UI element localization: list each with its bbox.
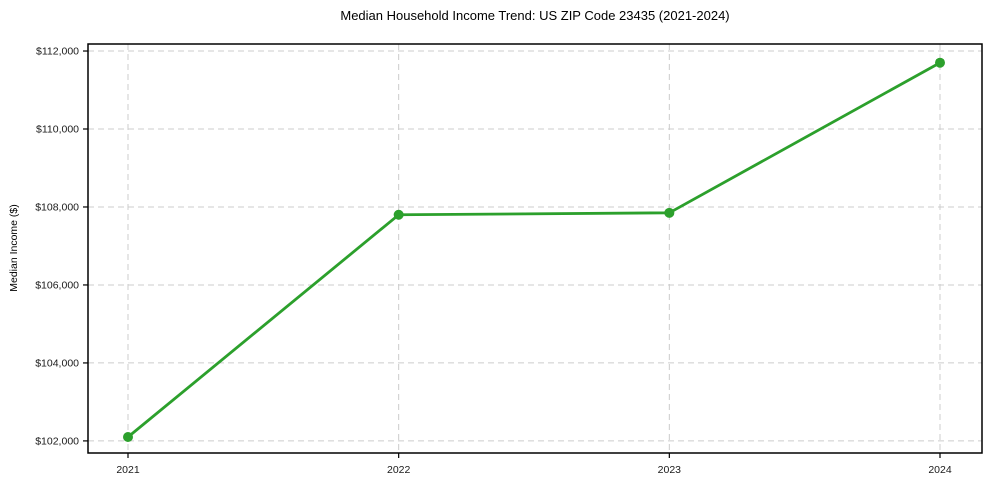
y-tick-label: $106,000 <box>35 279 79 291</box>
x-tick-label: 2022 <box>387 464 411 476</box>
trend-line <box>126 61 942 439</box>
y-tick-label: $112,000 <box>36 46 79 58</box>
x-tick-label: 2024 <box>928 464 952 476</box>
data-point-2021 <box>123 432 133 443</box>
y-tick-label: $110,000 <box>36 123 79 135</box>
data-point-2024 <box>935 57 945 68</box>
y-tick-label: $108,000 <box>35 201 79 213</box>
chart-title: Median Household Income Trend: US ZIP Co… <box>340 8 730 23</box>
data-point-2023 <box>664 207 675 218</box>
data-point-2022 <box>393 209 404 220</box>
y-axis-label: Median Income ($) <box>8 204 20 292</box>
x-tick-label: 2021 <box>116 464 140 476</box>
plot-border <box>87 43 983 454</box>
y-tick-label: $102,000 <box>35 435 79 447</box>
y-tick-label: $104,000 <box>35 357 79 369</box>
x-tick-label: 2023 <box>658 464 682 476</box>
